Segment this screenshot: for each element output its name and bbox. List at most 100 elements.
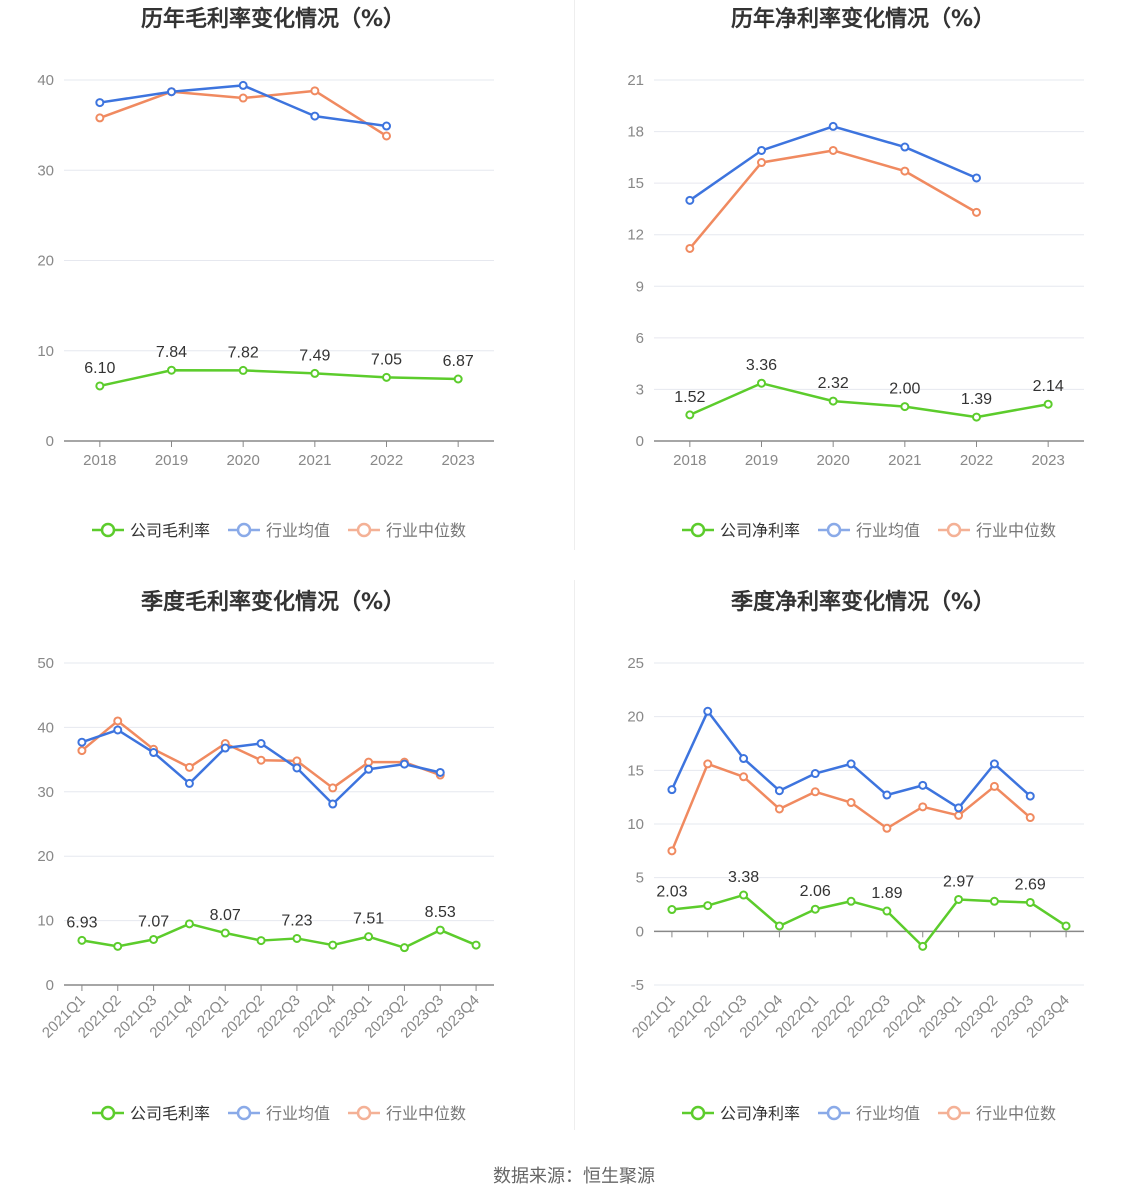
data-point [972, 207, 981, 217]
data-label: 6.10 [84, 360, 115, 377]
data-point [954, 803, 964, 813]
data-label: 2.14 [1033, 378, 1064, 395]
data-point [828, 121, 838, 131]
data-point [310, 111, 320, 121]
data-point [364, 764, 374, 774]
data-label: 7.51 [353, 911, 384, 928]
y-tick-label: 10 [37, 343, 54, 360]
data-point [382, 131, 391, 141]
legend-label: 行业均值 [856, 521, 920, 540]
data-point [184, 919, 194, 929]
series-line-industry-average [99, 84, 387, 128]
y-tick-label: 3 [636, 381, 644, 398]
legend-marker [690, 522, 706, 538]
data-point [310, 368, 320, 378]
data-label: 6.87 [443, 353, 474, 370]
data-point [774, 804, 784, 814]
y-tick-label: 0 [46, 977, 54, 994]
data-point [238, 93, 248, 103]
data-point [149, 934, 159, 944]
data-point [972, 412, 981, 422]
data-label: 8.07 [210, 907, 241, 924]
data-label: 8.53 [425, 904, 456, 921]
series-line-company [689, 381, 1049, 419]
data-point [757, 158, 766, 168]
x-tick-label: 2022 [370, 452, 403, 469]
data-point [882, 906, 892, 916]
data-point [453, 374, 463, 384]
y-tick-label: 15 [627, 175, 644, 192]
data-point [471, 940, 481, 950]
data-point [739, 890, 749, 900]
y-tick-label: 5 [636, 870, 644, 887]
x-tick-label: 2020 [816, 452, 849, 469]
chart-title: 季度净利率变化情况（%） [731, 589, 995, 615]
data-point [382, 372, 391, 382]
data-point [1043, 399, 1053, 409]
y-tick-label: 12 [627, 227, 644, 244]
data-point [882, 790, 892, 800]
data-point [774, 921, 784, 931]
data-point [703, 901, 713, 911]
legend-label: 公司净利率 [720, 1104, 800, 1123]
data-point [149, 748, 159, 758]
legend-label: 行业中位数 [976, 521, 1056, 540]
y-tick-label: 40 [37, 72, 54, 89]
data-point [95, 113, 105, 123]
data-point [667, 905, 677, 915]
data-label: 1.52 [674, 389, 705, 406]
data-point [256, 936, 266, 946]
series-line-company [671, 893, 1067, 948]
y-tick-label: 0 [636, 923, 644, 940]
data-point [989, 781, 999, 791]
data-point [1025, 813, 1035, 823]
data-point [828, 396, 838, 406]
data-label: 7.84 [156, 344, 187, 361]
data-point [1025, 791, 1035, 801]
x-tick-label: 2019 [155, 452, 188, 469]
data-label: 6.93 [66, 914, 97, 931]
data-point [292, 933, 302, 943]
chart-1: 历年毛利率变化情况（%） 0 10 20 30 40 2018 2019 2020 2021 202… [37, 6, 494, 540]
data-point [1061, 921, 1071, 931]
y-tick-label: 25 [627, 655, 644, 672]
data-label: 2.06 [800, 883, 831, 900]
x-tick-label: 2023 [1031, 452, 1064, 469]
legend-marker [946, 522, 962, 538]
series-line-industry-median [670, 762, 1032, 852]
legend-marker [236, 522, 252, 538]
data-point [667, 846, 677, 856]
data-point [167, 87, 176, 97]
series-line-company [99, 368, 459, 388]
chart-4: 季度净利率变化情况（%）-505101520252021Q12021Q22021… [627, 589, 1084, 1123]
data-point [113, 716, 123, 726]
data-point [989, 896, 999, 906]
chart-3: 季度毛利率变化情况（%）010203040502021Q12021Q22021Q… [37, 589, 494, 1123]
x-tick-label: 2019 [745, 452, 778, 469]
data-point [989, 759, 999, 769]
data-point [757, 378, 766, 388]
legend-marker [356, 1105, 372, 1121]
data-point [685, 195, 695, 205]
data-label: 7.82 [228, 344, 259, 361]
legend-label: 公司毛利率 [130, 1104, 210, 1123]
y-tick-label: 20 [627, 709, 644, 726]
data-point [900, 402, 910, 412]
chart-title: 季度毛利率变化情况（%） [141, 589, 405, 615]
data-point [739, 772, 749, 782]
legend-marker [236, 1105, 252, 1121]
legend-marker [690, 1105, 706, 1121]
y-tick-label: 20 [37, 848, 54, 865]
x-tick-label: 2021 [888, 452, 921, 469]
data-label: 7.23 [281, 912, 312, 929]
data-point [95, 98, 105, 108]
x-tick-label: 2018 [673, 452, 706, 469]
data-point [739, 754, 749, 764]
data-point [918, 802, 928, 812]
data-point [954, 894, 964, 904]
data-label: 2.32 [818, 375, 849, 392]
data-point [399, 943, 409, 953]
data-label: 2.00 [889, 381, 920, 398]
data-label: 3.38 [728, 869, 759, 886]
y-tick-label: 15 [627, 762, 644, 779]
